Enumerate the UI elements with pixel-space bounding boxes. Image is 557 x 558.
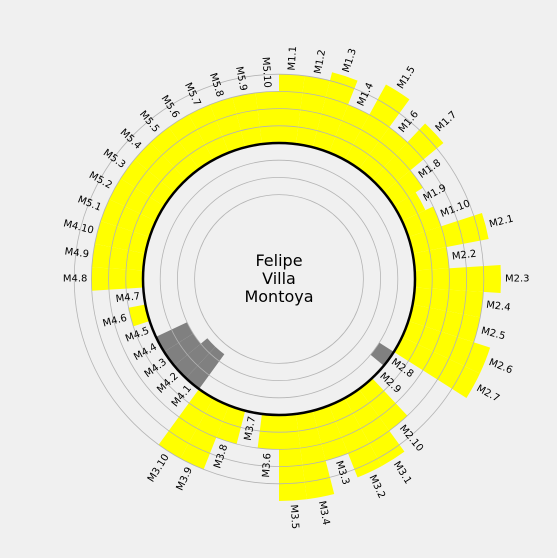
bar-m2-10 — [358, 378, 408, 431]
bar-m5-6 — [168, 114, 214, 169]
label-m2-4: M2.4 — [485, 300, 511, 314]
bar-m1-2 — [296, 75, 330, 148]
label-m1-1: M1.1 — [287, 46, 300, 71]
label-m1-3: M1.3 — [341, 47, 359, 74]
bar-m3-9 — [180, 398, 229, 470]
bar-m1-9 — [393, 192, 426, 222]
label-m3-9: M3.9 — [175, 466, 195, 493]
bar-m2-6 — [402, 321, 491, 374]
bar-m3-2 — [329, 398, 382, 478]
bar-m5-4 — [134, 142, 186, 193]
label-m3-8: M3.8 — [212, 443, 230, 470]
bar-m1-6 — [358, 127, 408, 180]
label-m4-4: M4.4 — [132, 342, 159, 363]
label-m2-3: M2.3 — [505, 274, 530, 285]
center-label-line-1: Felipe — [255, 251, 302, 270]
label-m5-7: M5.7 — [182, 81, 202, 108]
label-m5-9: M5.9 — [233, 66, 248, 92]
label-m2-1: M2.1 — [488, 214, 514, 231]
label-m1-2: M1.2 — [313, 49, 328, 75]
bar-m5-7 — [188, 104, 229, 160]
grid-ring — [108, 108, 450, 450]
label-m1-6: M1.6 — [397, 109, 421, 135]
label-m1-5: M1.5 — [395, 65, 417, 92]
label-m2-2: M2.2 — [451, 249, 477, 263]
label-m2-5: M2.5 — [480, 326, 506, 343]
baseline-ring — [141, 141, 417, 417]
label-m3-4: M3.4 — [316, 500, 331, 526]
bar-m5-3 — [120, 159, 175, 207]
label-m4-8: M4.8 — [63, 274, 88, 285]
bar-m1-7 — [372, 123, 444, 193]
bar-m5-9 — [232, 92, 262, 148]
bar-m4-10 — [94, 221, 150, 254]
bar-m3-1 — [344, 389, 405, 466]
bar-m5-2 — [109, 178, 165, 222]
center-label-line-3: Montoya — [244, 287, 313, 306]
bar-m2-5 — [408, 304, 481, 343]
label-m4-9: M4.9 — [64, 246, 90, 260]
grid-ring — [73, 73, 485, 485]
bar-m5-8 — [209, 97, 246, 153]
grid-ring — [125, 125, 433, 433]
bar-m4-6 — [128, 304, 150, 327]
label-m4-3: M4.3 — [143, 357, 169, 380]
label-m5-6: M5.6 — [159, 94, 181, 121]
bar-m1-8 — [383, 170, 423, 207]
label-m5-2: M5.2 — [87, 170, 114, 191]
bar-m3-5 — [279, 413, 307, 501]
label-m3-3: M3.3 — [333, 460, 351, 487]
label-m3-2: M3.2 — [367, 473, 387, 500]
bar-m5-5 — [150, 127, 200, 180]
bar-m5-10 — [255, 91, 279, 145]
bar-m4-3 — [164, 333, 201, 366]
grid-layer — [73, 73, 485, 485]
label-m3-10: M3.10 — [146, 452, 172, 484]
bar-m1-5 — [344, 84, 410, 169]
bar-m3-4 — [296, 410, 335, 500]
grid-ring — [159, 159, 399, 399]
bar-m4-8 — [91, 267, 144, 291]
label-m5-3: M5.3 — [101, 148, 127, 171]
label-m1-4: M1.4 — [356, 81, 376, 108]
bar-m2-7 — [393, 336, 480, 398]
bar-m3-3 — [312, 405, 349, 461]
label-m4-5: M4.5 — [124, 325, 151, 344]
bar-m4-9 — [91, 243, 146, 271]
grid-ring — [90, 90, 468, 468]
label-m2-7: M2.7 — [474, 383, 501, 404]
bar-m1-4 — [329, 104, 370, 160]
label-m1-7: M1.7 — [434, 109, 459, 134]
label-m1-10: M1.10 — [439, 198, 472, 220]
label-m2-6: M2.6 — [487, 357, 514, 376]
label-m5-10: M5.10 — [260, 57, 273, 89]
center-label-line-2: Villa — [262, 269, 296, 288]
label-m1-9: M1.9 — [422, 182, 449, 203]
bar-m2-3 — [414, 265, 501, 293]
bar-m5-1 — [100, 199, 156, 237]
label-m5-8: M5.8 — [207, 72, 225, 99]
bar-m4-4 — [155, 322, 194, 352]
label-m3-7: M3.7 — [243, 415, 258, 441]
label-m4-6: M4.6 — [102, 313, 128, 330]
grid-ring — [176, 176, 381, 381]
bar-m1-10 — [402, 206, 442, 237]
label-m5-5: M5.5 — [137, 109, 161, 135]
label-m3-6: M3.6 — [261, 453, 274, 478]
label-m5-1: M5.1 — [76, 194, 103, 213]
label-m4-7: M4.7 — [115, 291, 141, 305]
label-m4-10: M4.10 — [62, 218, 95, 236]
grid-ring — [194, 194, 364, 364]
bar-m2-8 — [370, 342, 394, 366]
label-m3-1: M3.1 — [391, 460, 413, 487]
bar-m3-10 — [158, 389, 214, 459]
label-m3-5: M3.5 — [288, 504, 301, 529]
baseline-layer — [141, 141, 417, 417]
